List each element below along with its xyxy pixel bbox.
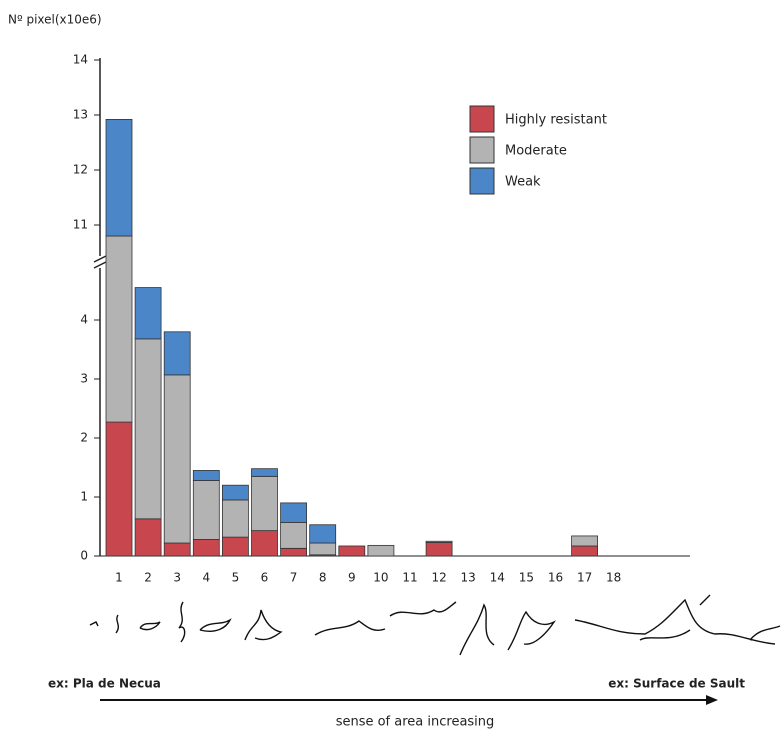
annotation-left: ex: Pla de Necua — [48, 677, 161, 691]
bar-segment — [309, 542, 337, 556]
bar-segment — [280, 521, 308, 549]
axis-break — [93, 261, 107, 269]
y-tick-label: 11 — [73, 218, 88, 232]
x-tick-label: 5 — [232, 571, 240, 585]
bar-segment — [425, 542, 453, 557]
x-tick-label: 14 — [490, 571, 505, 585]
annotation-right: ex: Surface de Sault — [608, 677, 745, 691]
bar-segment — [251, 468, 278, 477]
x-tick-label: 3 — [173, 571, 181, 585]
x-tick-label: 8 — [319, 571, 327, 585]
bar-segment — [251, 530, 278, 557]
legend-label: Weak — [505, 175, 541, 190]
x-tick-label: 13 — [461, 571, 476, 585]
arrow-label: sense of area increasing — [336, 715, 495, 730]
bar-segment — [425, 540, 453, 543]
bar-segment — [251, 475, 278, 532]
legend-label: Highly resistant — [505, 113, 607, 128]
x-tick-label: 16 — [548, 571, 563, 585]
bar-segment — [221, 536, 249, 557]
legend-label: Moderate — [505, 144, 567, 159]
axis-break — [93, 255, 107, 263]
x-tick-label: 4 — [202, 571, 210, 585]
bar-segment — [134, 518, 162, 557]
y-tick-label: 12 — [73, 163, 88, 177]
bar-segment — [571, 535, 598, 547]
bar-segment — [280, 547, 308, 557]
y-tick-label: 0 — [80, 549, 88, 563]
bar-segment — [338, 545, 366, 557]
bar-segment — [192, 539, 220, 557]
legend-swatch — [469, 167, 495, 195]
bar-segment — [105, 421, 133, 557]
x-tick-label: 15 — [519, 571, 534, 585]
y-tick-label: 2 — [80, 431, 88, 445]
bar-segment — [134, 338, 162, 520]
y-tick-label: 14 — [73, 53, 88, 67]
bar-segment — [105, 119, 133, 237]
x-tick-label: 11 — [402, 571, 417, 585]
y-axis-label: Nº pixel(x10e6) — [8, 13, 102, 27]
y-tick-label: 3 — [80, 372, 88, 386]
x-tick-label: 18 — [606, 571, 621, 585]
x-tick-label: 17 — [577, 571, 592, 585]
x-tick-label: 2 — [144, 571, 152, 585]
x-tick-label: 6 — [261, 571, 269, 585]
bar-segment — [192, 480, 220, 540]
legend-swatch — [469, 105, 495, 133]
x-tick-label: 1 — [115, 571, 123, 585]
x-tick-label: 10 — [373, 571, 388, 585]
bar-segment — [309, 524, 337, 544]
y-tick-label: 1 — [80, 490, 88, 504]
bar-segment — [280, 502, 308, 523]
bar-segment — [163, 374, 191, 544]
bar-segment — [163, 542, 191, 557]
bar-segment — [367, 544, 395, 557]
bar-segment — [221, 499, 249, 538]
bar-segment — [163, 331, 191, 376]
y-tick-label: 4 — [80, 313, 88, 327]
bar-segment — [192, 470, 220, 481]
x-tick-label: 7 — [290, 571, 298, 585]
bar-segment — [134, 287, 162, 340]
shape-icons — [89, 594, 781, 656]
bar-segment — [105, 235, 133, 423]
bar-segment — [221, 484, 249, 501]
legend-swatch — [469, 136, 495, 164]
x-tick-label: 12 — [431, 571, 446, 585]
bar-segment — [571, 545, 598, 557]
x-tick-label: 9 — [348, 571, 356, 585]
arrow-head — [706, 695, 718, 705]
y-tick-label: 13 — [73, 108, 88, 122]
